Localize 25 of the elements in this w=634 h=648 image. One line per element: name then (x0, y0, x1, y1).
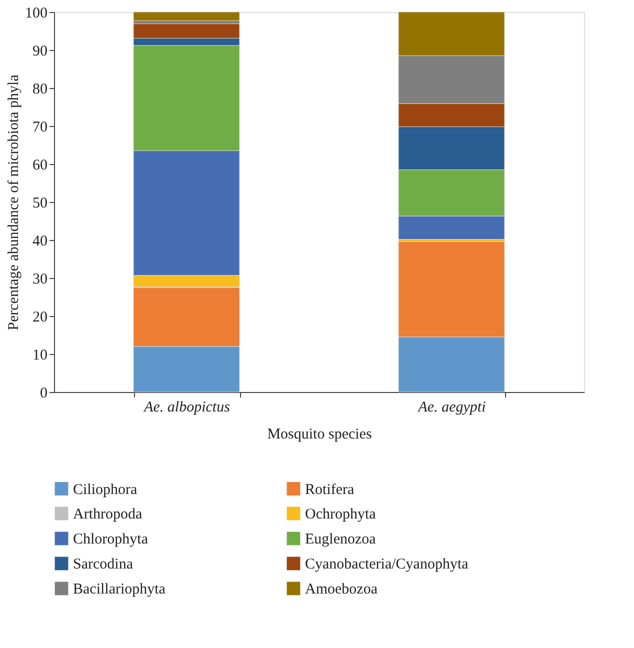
legend-label: Sarcodina (73, 556, 134, 572)
y-tick-label: 50 (32, 196, 48, 212)
y-axis-title: Percentage abundance of microbiota phyla (6, 74, 22, 330)
y-tick-label: 90 (32, 44, 48, 60)
y-tick-label: 100 (25, 6, 48, 22)
legend-label: Chlorophyta (73, 532, 148, 548)
y-tick-label: 10 (32, 348, 48, 364)
y-tick-label: 40 (32, 234, 48, 250)
y-tick-label: 80 (32, 82, 48, 98)
legend-label: Ochrophyta (305, 506, 376, 522)
y-tick-label: 70 (32, 120, 48, 136)
x-tick-label: Ae. aegypti (417, 400, 486, 416)
legend-label: Amoebozoa (305, 582, 378, 598)
y-tick-label: 30 (32, 272, 48, 288)
legend-label: Euglenozoa (305, 532, 376, 548)
x-tick-label: Ae. albopictus (143, 400, 230, 416)
x-axis-title: Mosquito species (267, 426, 372, 442)
legend-label: Cyanobacteria/Cyanophyta (305, 556, 469, 572)
legend-label: Bacillariophyta (73, 582, 166, 598)
legend-label: Arthropoda (73, 506, 142, 522)
legend-label: Ciliophora (73, 482, 138, 498)
y-tick-label: 20 (32, 310, 48, 326)
legend-label: Rotifera (305, 482, 354, 498)
y-tick-label: 60 (32, 158, 48, 174)
y-tick-label: 0 (40, 386, 48, 402)
